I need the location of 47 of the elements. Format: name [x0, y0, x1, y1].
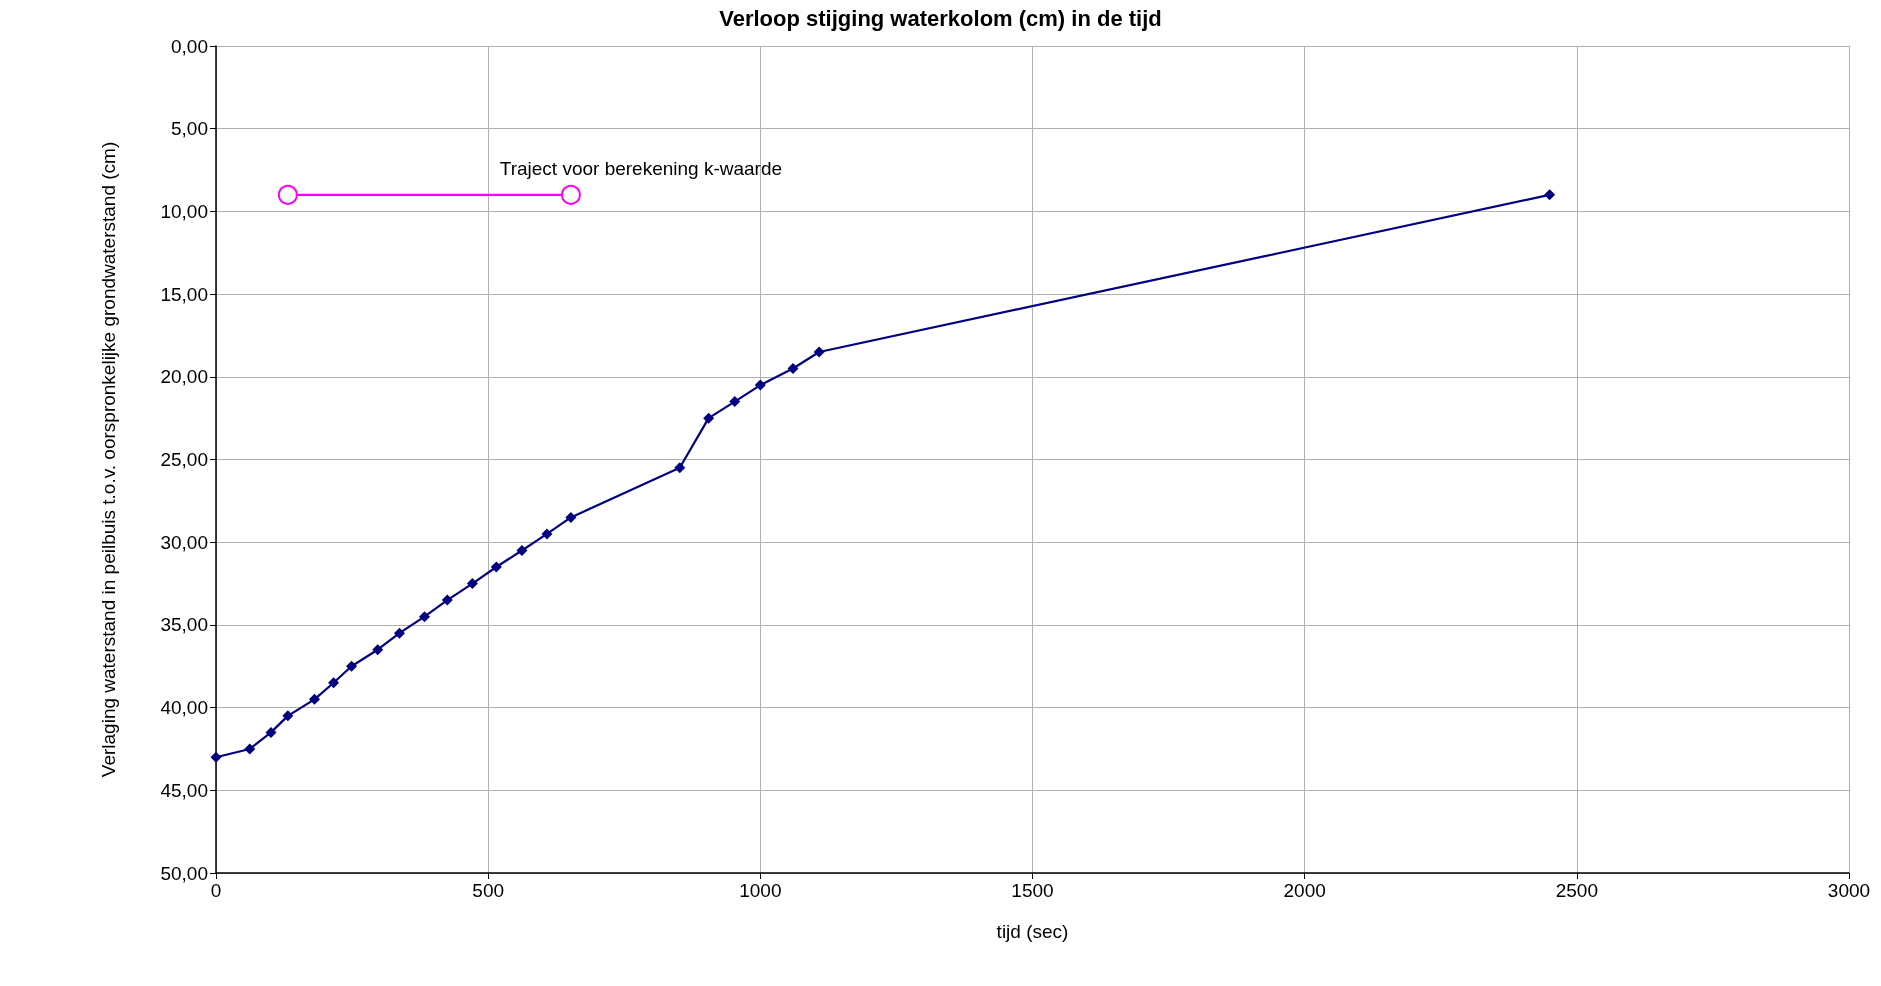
point — [541, 528, 553, 540]
point — [490, 561, 502, 573]
point — [282, 710, 294, 722]
point — [516, 544, 528, 556]
point — [265, 726, 277, 738]
point — [729, 396, 741, 408]
y-tick-label: 5,00 — [171, 118, 208, 140]
point — [813, 346, 825, 358]
point — [466, 578, 478, 590]
y-tick-label: 10,00 — [160, 200, 208, 222]
x-tick-label: 2500 — [1555, 880, 1598, 901]
point — [210, 751, 222, 763]
point — [674, 462, 686, 474]
point — [565, 511, 577, 523]
point — [1544, 189, 1556, 201]
y-tick-label: 15,00 — [160, 283, 208, 305]
y-tick-label: 25,00 — [160, 449, 208, 470]
y-tick-label: 30,00 — [160, 531, 208, 553]
chart-title: Verloop stijging waterkolom (cm) in de tijd — [719, 5, 1162, 31]
point — [418, 611, 430, 623]
point — [441, 594, 453, 606]
point — [244, 743, 256, 755]
y-tick-label: 0,00 — [171, 35, 208, 57]
x-axis-title: tijd (sec) — [996, 920, 1069, 942]
y-tick-label: 20,00 — [160, 366, 208, 388]
point — [754, 379, 766, 391]
x-tick-label: 1000 — [739, 880, 782, 901]
point — [787, 363, 799, 375]
point — [372, 644, 384, 656]
y-axis-title: Verlaging waterstand in peilbuis t.o.v. oorspronkelijke grondwaterstand (cm) — [97, 141, 119, 778]
point — [346, 660, 358, 672]
point — [277, 184, 298, 205]
point — [309, 693, 321, 705]
y-tick-label: 40,00 — [160, 697, 208, 719]
point — [703, 412, 715, 424]
point — [328, 677, 340, 689]
x-tick-label: 1500 — [1011, 880, 1054, 901]
x-tick-label: 500 — [472, 880, 505, 901]
x-tick-label: 0 — [210, 880, 222, 901]
point — [560, 184, 581, 205]
y-tick-label: 45,00 — [160, 779, 208, 801]
point — [393, 627, 405, 639]
y-tick-label: 35,00 — [160, 614, 208, 636]
y-tick-label: 50,00 — [160, 862, 208, 884]
series-label: Traject voor berekening k-waarde — [499, 157, 783, 179]
x-tick-label: 2000 — [1283, 880, 1326, 901]
x-tick-label: 3000 — [1827, 880, 1871, 901]
